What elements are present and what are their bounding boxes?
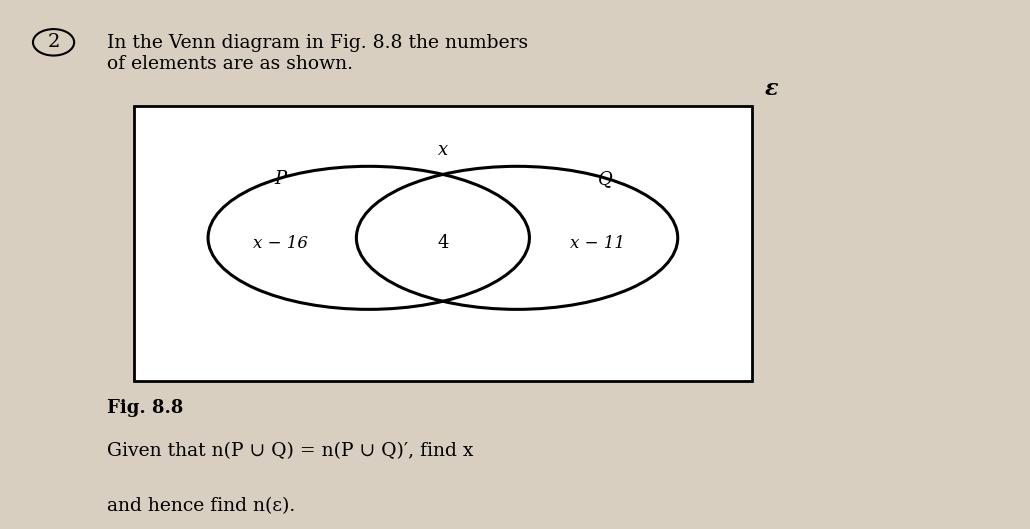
Text: and hence find n(ε).: and hence find n(ε). xyxy=(107,497,296,515)
Text: Fig. 8.8: Fig. 8.8 xyxy=(107,399,183,417)
Text: 4: 4 xyxy=(437,234,449,252)
Text: ε: ε xyxy=(764,78,778,101)
Text: x: x xyxy=(438,141,448,159)
Text: Q: Q xyxy=(598,170,613,188)
Text: Given that n(P ∪ Q) = n(P ∪ Q)′, find x: Given that n(P ∪ Q) = n(P ∪ Q)′, find x xyxy=(107,442,474,460)
Text: In the Venn diagram in Fig. 8.8 the numbers
of elements are as shown.: In the Venn diagram in Fig. 8.8 the numb… xyxy=(107,34,528,73)
Text: P: P xyxy=(274,170,286,188)
Text: x − 11: x − 11 xyxy=(570,235,625,252)
Text: x − 16: x − 16 xyxy=(253,235,308,252)
Text: 2: 2 xyxy=(47,33,60,51)
